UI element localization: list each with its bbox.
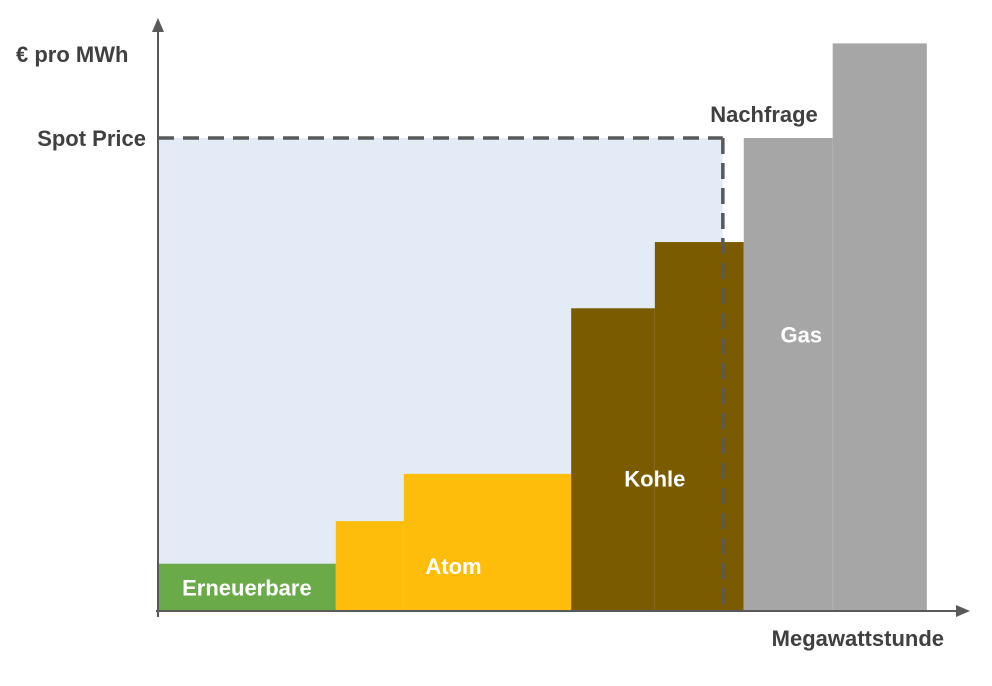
y-axis-arrow xyxy=(152,18,164,32)
x-axis-arrow xyxy=(956,605,970,617)
gas-step-1 xyxy=(743,138,833,611)
gas-step-2 xyxy=(832,43,927,611)
demand-label-background xyxy=(702,98,826,131)
kohle-step-1 xyxy=(571,308,655,611)
kohle-label: Kohle xyxy=(624,467,685,492)
erneuerbare-label: Erneuerbare xyxy=(182,575,312,600)
y-axis-title: € pro MWh xyxy=(16,42,128,67)
atom-step-1 xyxy=(335,521,404,611)
kohle-step-2 xyxy=(654,242,744,611)
spot-price-label: Spot Price xyxy=(37,126,146,151)
gas-label: Gas xyxy=(780,322,822,347)
plot-area: Erneuerbare Atom Kohle Gas xyxy=(152,18,970,617)
x-axis-title: Megawattstunde xyxy=(772,626,944,651)
atom-label: Atom xyxy=(425,554,481,579)
erneuerbare-step-1 xyxy=(158,563,336,611)
demand-label: Nachfrage xyxy=(710,102,818,127)
atom-step-2 xyxy=(403,473,572,611)
